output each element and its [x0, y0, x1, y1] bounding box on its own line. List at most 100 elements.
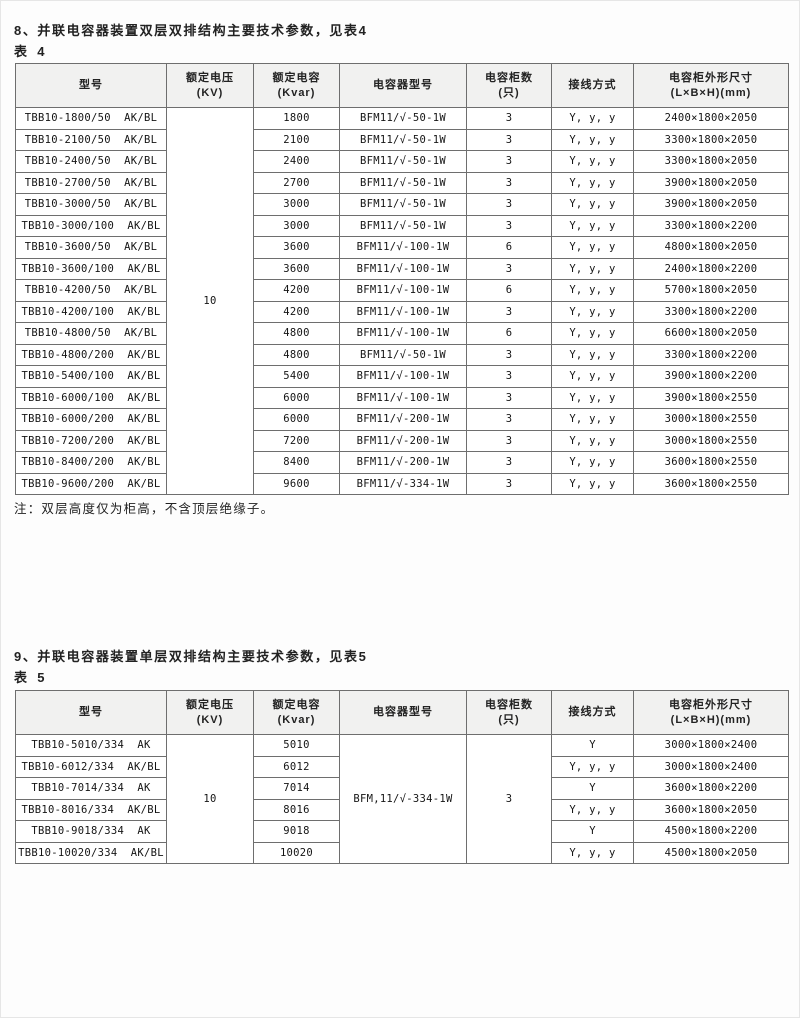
cell-model: TBB10-6000/100 AK/BL: [15, 386, 167, 409]
col-header-model: 型号: [15, 690, 167, 735]
table4-label: 表 4: [14, 44, 46, 59]
cell-dims: 3000×1800×2550: [633, 429, 789, 452]
cell-count: 3: [466, 734, 552, 864]
cell-wiring: Y, y, y: [551, 193, 634, 216]
cell-model: TBB10-10020/334 AK/BL: [15, 841, 167, 864]
cell-dims: 5700×1800×2050: [633, 279, 789, 302]
col-header-capacitor-model: 电容器型号: [339, 63, 467, 108]
cell-capacity: 7014: [253, 777, 340, 800]
cell-wiring: Y, y, y: [551, 429, 634, 452]
cell-dims: 3900×1800×2050: [633, 193, 789, 216]
cell-wiring: Y, y, y: [551, 365, 634, 388]
cell-dims: 4500×1800×2050: [633, 841, 789, 864]
cell-wiring: Y, y, y: [551, 841, 634, 864]
cell-count: 3: [466, 343, 552, 366]
cell-capacity: 8400: [253, 451, 340, 474]
cell-model: TBB10-2700/50 AK/BL: [15, 171, 167, 194]
cell-dims: 3300×1800×2200: [633, 300, 789, 323]
cell-model: TBB10-3600/50 AK/BL: [15, 236, 167, 259]
table-row: TBB10-8400/200 AK/BL 8400 BFM11/√-200-1W 3 Y…: [15, 451, 789, 474]
cell-cap_model: BFM11/√-100-1W: [339, 236, 467, 259]
cell-wiring: Y: [551, 820, 634, 843]
cell-capacity: 3000: [253, 214, 340, 237]
cell-count: 3: [466, 408, 552, 431]
cell-voltage: 10: [166, 107, 254, 495]
cell-dims: 4500×1800×2200: [633, 820, 789, 843]
cell-count: 3: [466, 472, 552, 495]
cell-count: 3: [466, 214, 552, 237]
cell-model: TBB10-3000/50 AK/BL: [15, 193, 167, 216]
cell-dims: 3000×1800×2400: [633, 734, 789, 757]
table4-header-row: 型号 额定电压 (KV) 额定电容 (Kvar) 电容器型号 电容柜数 (只) 接线方…: [15, 63, 789, 108]
cell-wiring: Y, y, y: [551, 755, 634, 778]
cell-cap_model: BFM,11/√-334-1W: [339, 734, 467, 864]
cell-wiring: Y, y, y: [551, 386, 634, 409]
cell-model: TBB10-5400/100 AK/BL: [15, 365, 167, 388]
cell-model: TBB10-7014/334 AK: [15, 777, 167, 800]
table4-body: TBB10-1800/50 AK/BL 10 1800 BFM11/√-50-1W 3 Y…: [15, 107, 789, 495]
cell-dims: 2400×1800×2200: [633, 257, 789, 280]
cell-wiring: Y: [551, 734, 634, 757]
col-header-dimensions: 电容柜外形尺寸 (L×B×H)(mm): [633, 63, 789, 108]
cell-capacity: 5400: [253, 365, 340, 388]
cell-wiring: Y, y, y: [551, 451, 634, 474]
cell-wiring: Y, y, y: [551, 472, 634, 495]
cell-dims: 3900×1800×2050: [633, 171, 789, 194]
col-header-rated-capacity: 额定电容 (Kvar): [253, 63, 340, 108]
table-row: TBB10-2100/50 AK/BL 2100 BFM11/√-50-1W 3 Y, …: [15, 128, 789, 151]
cell-model: TBB10-3600/100 AK/BL: [15, 257, 167, 280]
cell-cap_model: BFM11/√-200-1W: [339, 451, 467, 474]
cell-count: 3: [466, 128, 552, 151]
cell-model: TBB10-2400/50 AK/BL: [15, 150, 167, 173]
cell-model: TBB10-8400/200 AK/BL: [15, 451, 167, 474]
cell-wiring: Y, y, y: [551, 300, 634, 323]
cell-cap_model: BFM11/√-100-1W: [339, 279, 467, 302]
cell-cap_model: BFM11/√-50-1W: [339, 128, 467, 151]
table-row: TBB10-8016/334 AK/BL 8016 Y, y, y 3600×1800…: [15, 798, 789, 821]
cell-dims: 4800×1800×2050: [633, 236, 789, 259]
table-row: TBB10-3000/100 AK/BL 3000 BFM11/√-50-1W 3 Y,…: [15, 214, 789, 237]
cell-wiring: Y, y, y: [551, 279, 634, 302]
cell-dims: 3600×1800×2050: [633, 798, 789, 821]
cell-wiring: Y, y, y: [551, 214, 634, 237]
cell-wiring: Y, y, y: [551, 150, 634, 173]
cell-model: TBB10-4200/50 AK/BL: [15, 279, 167, 302]
cell-capacity: 4200: [253, 300, 340, 323]
section8-title: 8、并联电容器装置双层双排结构主要技术参数，见表4: [14, 23, 368, 38]
cell-capacity: 3000: [253, 193, 340, 216]
table5-single-layer-specs: 型号 额定电压 (KV) 额定电容 (Kvar) 电容器型号 电容柜数 (只) 接线方…: [15, 690, 789, 864]
cell-model: TBB10-8016/334 AK/BL: [15, 798, 167, 821]
table-row: TBB10-9018/334 AK 9018 Y 4500×1800×2200: [15, 820, 789, 843]
cell-wiring: Y, y, y: [551, 322, 634, 345]
table-row: TBB10-4200/100 AK/BL 4200 BFM11/√-100-1W 3 Y…: [15, 300, 789, 323]
col-header-cabinet-count: 电容柜数 (只): [466, 63, 552, 108]
cell-count: 6: [466, 322, 552, 345]
col-header-rated-voltage: 额定电压 (KV): [166, 63, 254, 108]
cell-capacity: 6000: [253, 408, 340, 431]
col-header-cabinet-count: 电容柜数 (只): [466, 690, 552, 735]
cell-wiring: Y, y, y: [551, 128, 634, 151]
table-row: TBB10-10020/334 AK/BL 10020 Y, y, y 4500×18…: [15, 841, 789, 864]
cell-cap_model: BFM11/√-50-1W: [339, 171, 467, 194]
cell-wiring: Y, y, y: [551, 798, 634, 821]
cell-capacity: 2100: [253, 128, 340, 151]
cell-wiring: Y, y, y: [551, 107, 634, 130]
cell-dims: 3300×1800×2050: [633, 150, 789, 173]
cell-capacity: 8016: [253, 798, 340, 821]
cell-dims: 3600×1800×2550: [633, 451, 789, 474]
table-row: TBB10-3600/50 AK/BL 3600 BFM11/√-100-1W 6 Y,…: [15, 236, 789, 259]
table5-label: 表 5: [14, 670, 46, 685]
cell-capacity: 9600: [253, 472, 340, 495]
cell-capacity: 10020: [253, 841, 340, 864]
table5-body: TBB10-5010/334 AK 10 5010 BFM,11/√-334-1W 3 Y…: [15, 734, 789, 864]
cell-dims: 3600×1800×2200: [633, 777, 789, 800]
cell-dims: 3300×1800×2200: [633, 343, 789, 366]
cell-count: 6: [466, 236, 552, 259]
table-row: TBB10-6000/100 AK/BL 6000 BFM11/√-100-1W 3 Y…: [15, 386, 789, 409]
cell-cap_model: BFM11/√-50-1W: [339, 343, 467, 366]
table-row: TBB10-3600/100 AK/BL 3600 BFM11/√-100-1W 3 Y…: [15, 257, 789, 280]
cell-wiring: Y, y, y: [551, 236, 634, 259]
cell-cap_model: BFM11/√-50-1W: [339, 150, 467, 173]
table-row: TBB10-3000/50 AK/BL 3000 BFM11/√-50-1W 3 Y, …: [15, 193, 789, 216]
cell-dims: 3000×1800×2400: [633, 755, 789, 778]
